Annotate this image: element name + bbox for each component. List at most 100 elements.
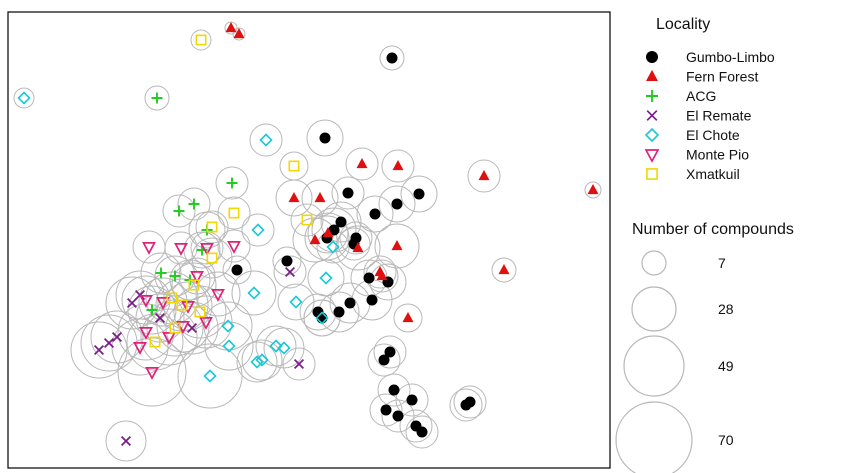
size-ring-fern-forest: [301, 179, 339, 217]
marker-el-remate: [293, 358, 305, 370]
marker-el-remate: [284, 266, 296, 278]
size-ring-monte-pio: [195, 271, 241, 317]
legend-marker-acg: [646, 90, 658, 102]
legend-size-circle: [623, 335, 685, 397]
size-ring-fern-forest: [381, 149, 415, 183]
marker-xmatkuil: [188, 279, 200, 291]
marker-gumbo-limbo: [386, 52, 398, 64]
marker-monte-pio: [133, 342, 147, 355]
size-ring-gumbo-limbo: [453, 385, 487, 419]
marker-monte-pio: [199, 317, 213, 330]
marker-xmatkuil: [194, 306, 206, 318]
marker-monte-pio: [200, 243, 214, 256]
marker-gumbo-limbo: [391, 198, 403, 210]
size-ring-acg: [144, 85, 170, 111]
marker-gumbo-limbo: [392, 410, 404, 422]
marker-el-chote: [221, 319, 235, 333]
size-ring-gumbo-limbo: [306, 119, 344, 157]
legend-size-label: 7: [718, 255, 726, 271]
marker-fern-forest: [478, 169, 490, 181]
legend-marker-fern-forest: [646, 69, 658, 81]
marker-gumbo-limbo: [335, 216, 347, 228]
marker-el-remate: [134, 289, 146, 301]
marker-gumbo-limbo: [342, 187, 354, 199]
marker-gumbo-limbo: [388, 384, 400, 396]
legend: Locality Gumbo-Limbo Fern Forest ACG El Rema…: [615, 16, 794, 473]
size-ring-gumbo-limbo: [395, 383, 429, 417]
size-ring-gumbo-limbo: [320, 201, 362, 243]
marker-fern-forest: [233, 27, 245, 39]
legend-label-gumbo-limbo: Gumbo-Limbo: [686, 49, 775, 65]
size-ring-gumbo-limbo: [222, 255, 252, 285]
marker-fern-forest: [498, 263, 510, 275]
marker-monte-pio: [156, 297, 170, 310]
marker-el-chote: [203, 369, 217, 383]
marker-gumbo-limbo: [416, 426, 428, 438]
size-ring-fern-forest: [345, 147, 379, 181]
marker-el-chote: [259, 133, 273, 147]
size-ring-el-remate: [282, 347, 316, 381]
marker-monte-pio: [211, 289, 225, 302]
legend-marker-xmatkuil: [646, 168, 658, 180]
marker-fern-forest: [376, 269, 388, 281]
marker-acg: [151, 92, 163, 104]
legend-label-el-chote: El Chote: [686, 127, 740, 143]
size-ring-monte-pio: [164, 231, 198, 265]
marker-gumbo-limbo: [316, 312, 328, 324]
marker-acg: [155, 267, 167, 279]
marker-el-remate: [103, 337, 115, 349]
marker-acg: [226, 177, 238, 189]
marker-xmatkuil: [228, 207, 240, 219]
size-ring-gumbo-limbo: [373, 335, 407, 369]
size-ring-gumbo-limbo: [400, 175, 438, 213]
legend-size-circle: [631, 286, 677, 332]
marker-el-remate: [111, 331, 123, 343]
legend-marker-el-remate: [646, 110, 658, 121]
marker-gumbo-limbo: [464, 396, 476, 408]
size-ring-gumbo-limbo: [337, 227, 371, 261]
marker-gumbo-limbo: [231, 264, 243, 276]
size-ring-fern-forest: [307, 212, 349, 254]
marker-gumbo-limbo: [406, 394, 418, 406]
legend-label-acg: ACG: [686, 88, 716, 104]
marker-fern-forest: [352, 241, 364, 253]
size-ring-el-chote: [13, 87, 35, 109]
marker-fern-forest: [391, 239, 403, 251]
size-ring-gumbo-limbo: [378, 185, 416, 223]
marker-fern-forest: [392, 159, 404, 171]
marker-xmatkuil: [166, 292, 178, 304]
marker-el-remate: [186, 322, 198, 334]
size-ring-el-chote: [249, 123, 283, 157]
marker-fern-forest: [288, 191, 300, 203]
size-ring-el-chote: [307, 259, 345, 297]
size-ring-acg: [140, 252, 182, 294]
marker-el-chote: [277, 341, 291, 355]
marker-fern-forest: [309, 233, 321, 245]
marker-gumbo-limbo: [380, 404, 392, 416]
marker-acg: [188, 198, 200, 210]
size-ring-el-chote: [263, 327, 305, 369]
size-ring-gumbo-limbo: [331, 176, 365, 210]
marker-el-chote: [326, 240, 340, 254]
size-ring-fern-forest: [467, 159, 501, 193]
marker-acg: [146, 304, 158, 316]
size-ring-gumbo-limbo: [449, 388, 483, 422]
size-ring-gumbo-limbo: [339, 221, 373, 255]
marker-xmatkuil: [176, 299, 188, 311]
marker-xmatkuil: [169, 322, 181, 334]
markers-layer: [17, 21, 599, 447]
marker-el-chote: [319, 271, 333, 285]
legend-size-circle: [615, 401, 693, 473]
size-ring-el-remate: [70, 321, 128, 379]
size-ring-monte-pio: [217, 229, 251, 263]
size-ring-el-chote: [241, 339, 283, 381]
size-ring-xmatkuil: [217, 196, 251, 230]
marker-xmatkuil: [195, 34, 207, 46]
marker-monte-pio: [227, 241, 241, 254]
size-ring-el-chote: [241, 213, 275, 247]
marker-acg: [173, 205, 185, 217]
marker-gumbo-limbo: [319, 132, 331, 144]
marker-monte-pio: [181, 301, 195, 314]
size-ring-fern-forest: [374, 223, 420, 269]
